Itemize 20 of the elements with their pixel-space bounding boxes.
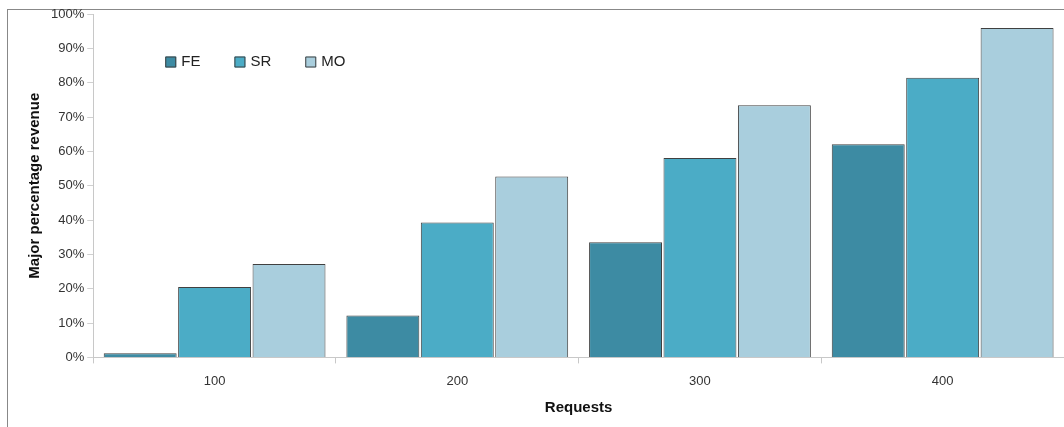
y-axis-title: Major percentage revenue	[25, 92, 43, 279]
y-tick-label: 10%	[58, 314, 85, 330]
legend-label: FE	[181, 52, 201, 70]
legend-label: SR	[250, 52, 272, 70]
y-tick-label: 60%	[58, 142, 85, 158]
x-tick-label: 300	[689, 372, 711, 388]
y-tick-label: 40%	[58, 211, 85, 227]
y-tick-label: 80%	[58, 74, 85, 90]
x-tick-label: 100	[203, 372, 226, 388]
y-tick-label: 20%	[58, 280, 85, 296]
x-tick-label: 200	[446, 372, 469, 388]
y-tick-label: 50%	[58, 177, 85, 193]
y-tick-label: 90%	[58, 39, 85, 55]
legend-label: MO	[321, 52, 346, 70]
y-tick-label: 70%	[58, 108, 85, 124]
x-tick-label: 400	[931, 372, 954, 388]
y-tick-label: 100%	[51, 5, 85, 21]
y-tick-label: 30%	[58, 245, 85, 261]
x-axis-title: Requests	[544, 398, 613, 416]
y-tick-label: 0%	[65, 348, 85, 364]
